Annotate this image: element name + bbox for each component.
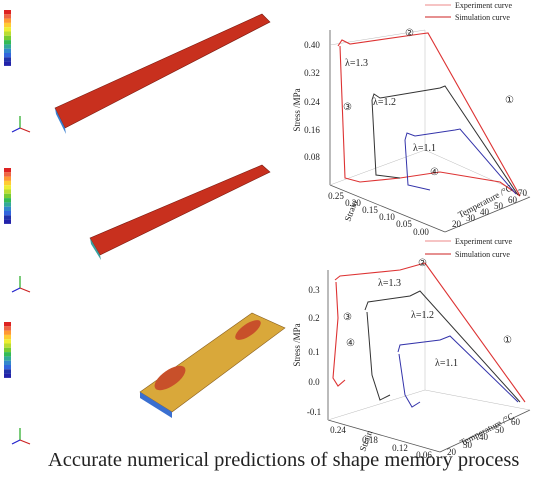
y-tick-label: 0.08 [304, 152, 320, 162]
stage-marker: ④ [346, 338, 355, 349]
legend-swatch [4, 344, 11, 348]
triad-x [20, 128, 30, 132]
strain-tick-label: 0.24 [330, 425, 346, 435]
lambda-label: λ=1.3 [378, 278, 401, 289]
triad-x [20, 440, 30, 444]
y-tick-label: 0.0 [308, 377, 320, 387]
legend-swatch [4, 335, 11, 339]
lambda-label: λ=1.2 [411, 310, 434, 321]
stage-marker: ② [405, 28, 414, 39]
y-axis-label: Stress /MPa [292, 323, 302, 366]
lambda-label: λ=1.3 [345, 58, 368, 69]
legend-entry: Experiment curve [455, 237, 513, 246]
legend-swatch [4, 339, 11, 343]
triad-z [12, 288, 20, 292]
legend-swatch [4, 181, 11, 185]
strain-tick-label: 0.05 [396, 219, 412, 229]
strain-tick-label: 0.12 [392, 443, 408, 453]
legend-entry: Simulation curve [455, 250, 510, 259]
legend-swatch [4, 356, 11, 360]
strain-tick-label: 0.00 [413, 227, 429, 237]
stage-marker: ① [503, 335, 512, 346]
legend-swatch [4, 207, 11, 211]
legend-swatch [4, 172, 11, 176]
legend-swatch [4, 32, 11, 36]
stage-marker: ③ [343, 102, 352, 113]
contour-legends [4, 10, 11, 378]
stage-marker: ② [418, 258, 427, 269]
legend-swatch [4, 10, 11, 14]
stage-marker: ① [505, 95, 514, 106]
legend-swatch [4, 44, 11, 48]
legend-swatch [4, 194, 11, 198]
legend-swatch [4, 19, 11, 23]
triad-x [20, 288, 30, 292]
legend-entry: Experiment curve [455, 1, 513, 10]
temperature-tick-label: 50 [494, 201, 504, 211]
stage-marker: ③ [343, 312, 352, 323]
legend-swatch [4, 365, 11, 369]
legend-swatch [4, 36, 11, 40]
lambda-label: λ=1.1 [413, 143, 436, 154]
lambda-label: λ=1.1 [435, 358, 458, 369]
legend-swatch [4, 348, 11, 352]
strain-tick-label: 0.25 [328, 191, 344, 201]
legend-swatch [4, 185, 11, 189]
legend-swatch [4, 57, 11, 61]
axis-triads [12, 116, 30, 444]
temperature-tick-label: 60 [508, 195, 518, 205]
legend-swatch [4, 198, 11, 202]
legend-swatch [4, 53, 11, 57]
y-tick-label: 0.40 [304, 40, 320, 50]
legend-swatch [4, 220, 11, 224]
strain-tick-label: 0.10 [379, 212, 395, 222]
triad-z [12, 128, 20, 132]
y-tick-label: 0.24 [304, 97, 320, 107]
beam-1 [55, 14, 270, 128]
legend-swatch [4, 27, 11, 31]
y-tick-label: -0.1 [307, 407, 321, 417]
triad-z [12, 440, 20, 444]
legend-swatch [4, 211, 11, 215]
legend-swatch [4, 352, 11, 356]
legend-swatch [4, 40, 11, 44]
legend-swatch [4, 361, 11, 365]
legend-swatch [4, 23, 11, 27]
legend-swatch [4, 14, 11, 18]
legend-swatch [4, 326, 11, 330]
beam-3 [140, 313, 285, 412]
legend-swatch [4, 168, 11, 172]
legend-entry: Simulation curve [455, 13, 510, 22]
legend-swatch [4, 190, 11, 194]
y-tick-label: 0.2 [308, 313, 319, 323]
figure: Accurate numerical predictions of shape … [0, 0, 541, 477]
legend-swatch [4, 322, 11, 326]
stage-marker: ④ [430, 167, 439, 178]
legend-swatch [4, 215, 11, 219]
strain-tick-label: 0.15 [362, 205, 378, 215]
y-tick-label: 0.32 [304, 68, 320, 78]
y-tick-label: 0.1 [308, 347, 319, 357]
legend-swatch [4, 49, 11, 53]
legend-swatch [4, 374, 11, 378]
y-axis-label: Stress /MPa [292, 88, 302, 131]
temperature-tick-label: 20 [452, 219, 462, 229]
legend-swatch [4, 62, 11, 66]
strain-tick-label: 0.06 [416, 450, 432, 460]
temperature-tick-label: 70 [518, 188, 528, 198]
temperature-axis-label: Temperature /°C [458, 411, 515, 448]
legend-swatch [4, 369, 11, 373]
y-tick-label: 0.3 [308, 285, 320, 295]
legend-swatch [4, 177, 11, 181]
y-tick-label: 0.16 [304, 125, 320, 135]
chart-2-curves [333, 263, 525, 407]
temperature-tick-label: 20 [447, 447, 457, 457]
lambda-label: λ=1.2 [373, 97, 396, 108]
legend-swatch [4, 202, 11, 206]
beam-2 [90, 165, 270, 255]
legend-swatch [4, 331, 11, 335]
